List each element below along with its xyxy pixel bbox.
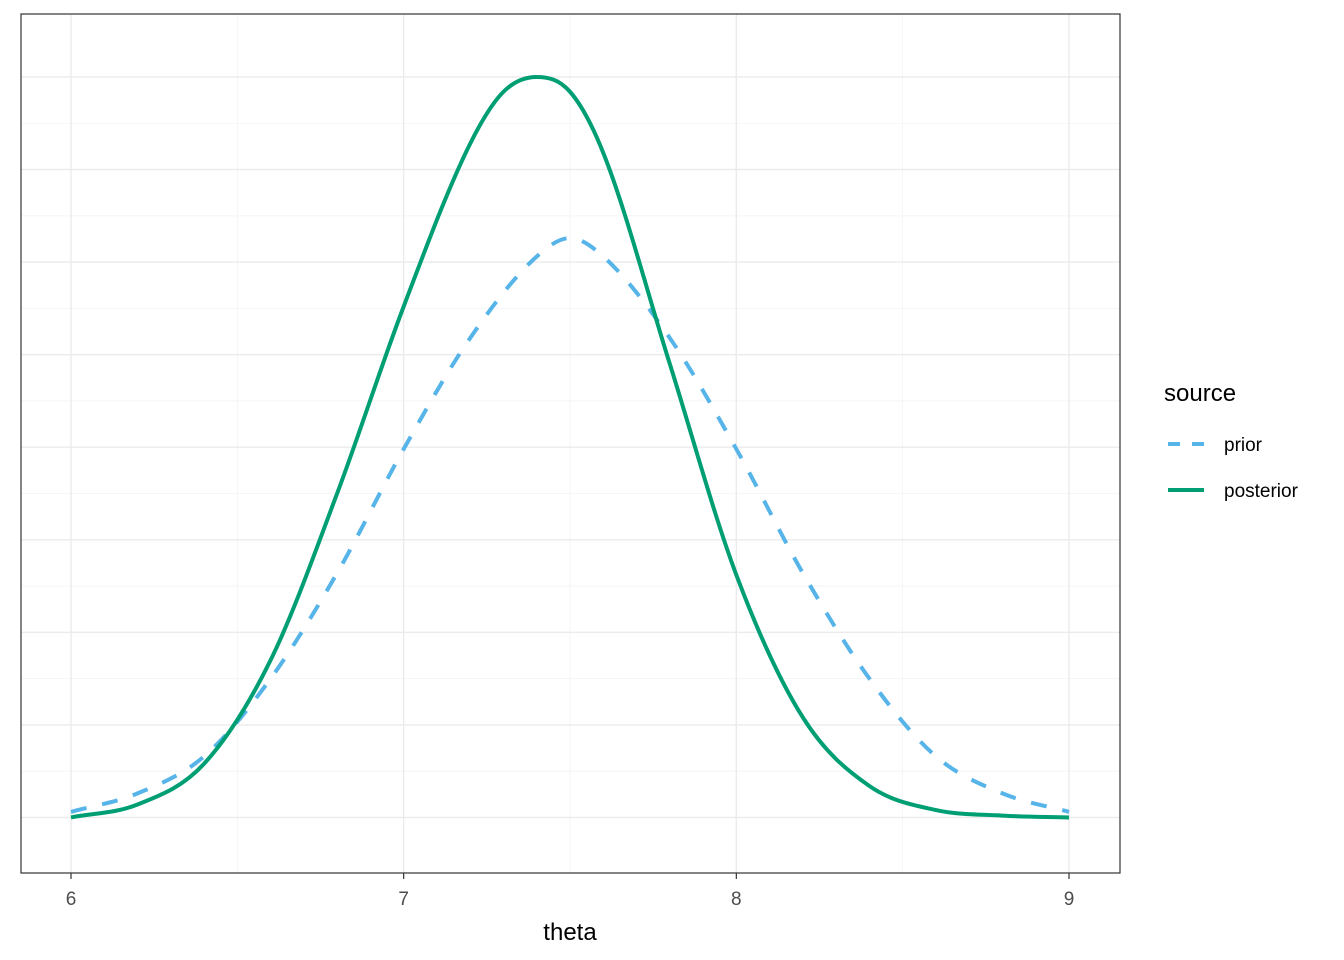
legend-entries: prior posterior xyxy=(1168,435,1299,502)
x-axis-tick-label: 8 xyxy=(731,889,742,910)
series-line-posterior xyxy=(70,74,1070,820)
major-gridlines xyxy=(21,14,1120,873)
legend-label-posterior: posterior xyxy=(1224,481,1299,502)
minor-gridlines xyxy=(21,14,1120,873)
x-axis-ticks xyxy=(70,873,1070,879)
x-axis-tick-label: 7 xyxy=(398,889,409,910)
x-axis-tick-labels: 6 7 8 9 xyxy=(66,889,1075,910)
legend-label-prior: prior xyxy=(1224,435,1263,456)
plot-panel-border xyxy=(20,13,1121,874)
legend-title: source xyxy=(1164,380,1236,407)
legend: source prior posterior xyxy=(1164,380,1299,502)
x-axis-title: theta xyxy=(543,919,597,946)
x-axis-tick-label: 9 xyxy=(1064,889,1075,910)
series-layer xyxy=(70,74,1070,820)
x-axis-tick-label: 6 xyxy=(66,889,77,910)
